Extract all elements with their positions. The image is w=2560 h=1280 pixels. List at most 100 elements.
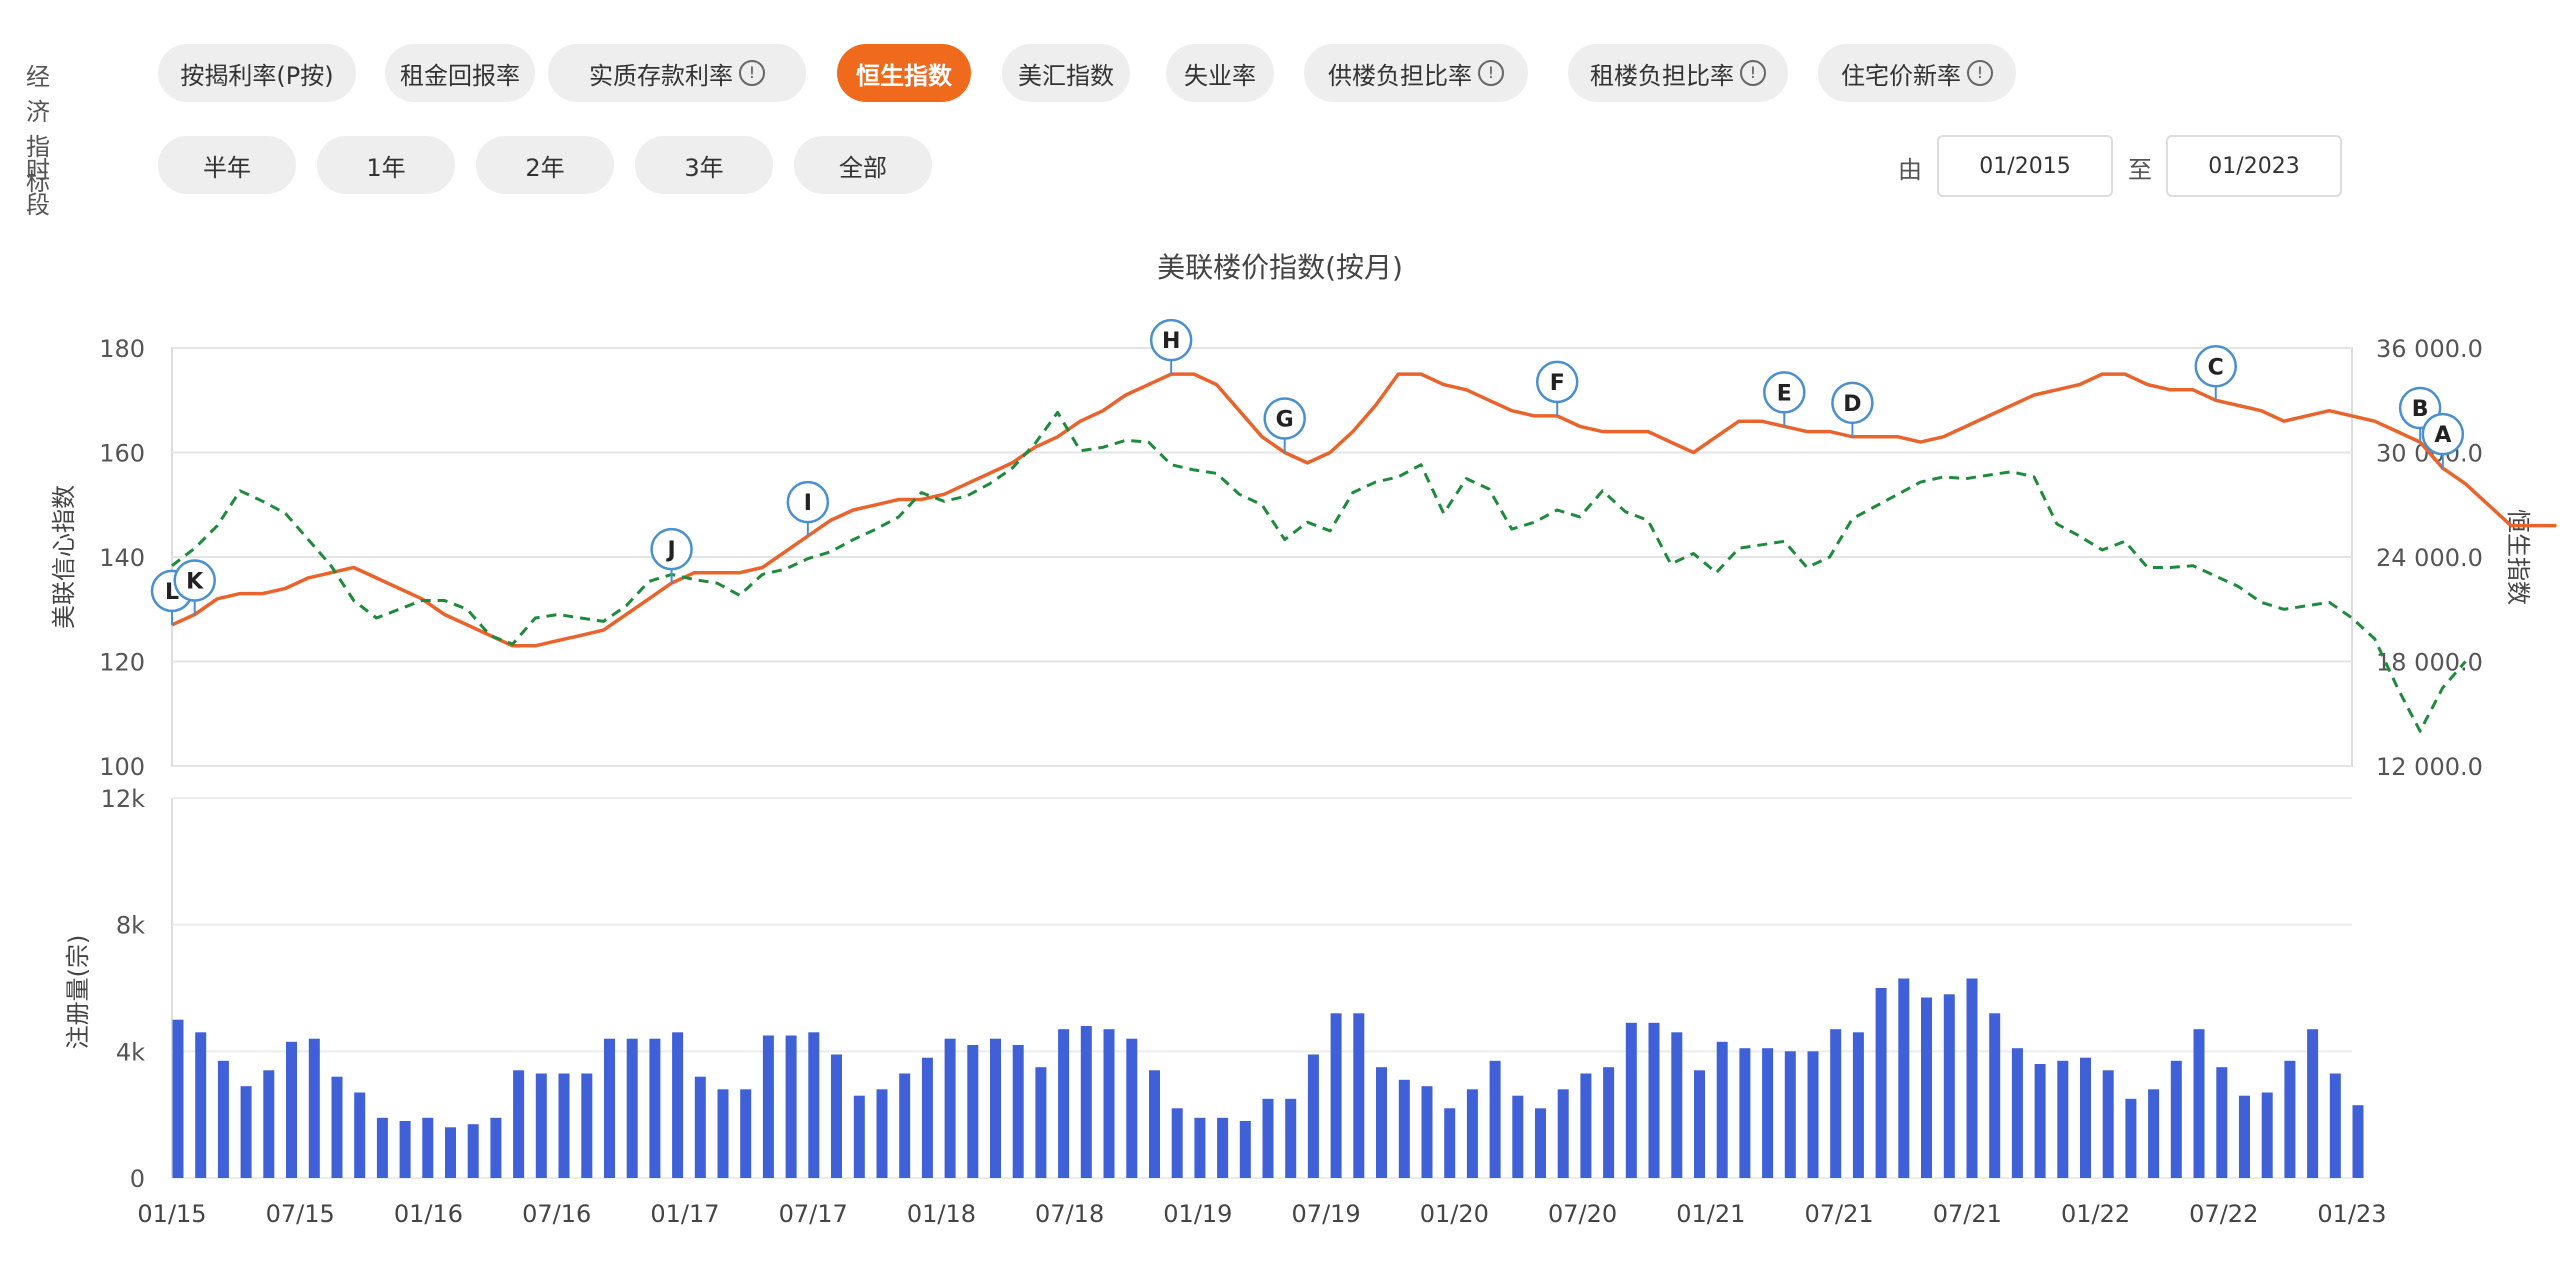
volume-bar [1103,1029,1115,1178]
price-index-line [171,372,2557,648]
period-pill-1[interactable]: 1年 [317,136,455,194]
hang-seng-line [171,410,2467,733]
indicator-pill-label: 租楼负担比率 [1590,61,1734,90]
volume-bar [2170,1060,2182,1178]
volume-bar [1080,1026,1092,1178]
x-tick-label: 07/20 [1548,1200,1617,1228]
volume-bar [217,1060,229,1178]
volume-bar [1012,1045,1024,1178]
volume-bar [717,1089,729,1178]
x-tick-label: 07/15 [266,1200,335,1228]
marker-label: H [1162,329,1180,354]
volume-bar [2034,1064,2046,1178]
volume-bar [2193,1029,2205,1178]
to-date-input[interactable]: 01/2023 [2166,135,2342,197]
volume-bar [1058,1029,1070,1178]
volume-bar [2239,1095,2250,1178]
period-pill-3[interactable]: 3年 [635,136,773,194]
left-tick-label: 180 [99,335,145,363]
left-tick-label: 120 [99,649,145,677]
x-tick-label: 07/17 [779,1200,848,1228]
volume-bar [626,1038,638,1178]
indicator-pill-3[interactable]: 恒生指数 [837,44,971,102]
period-pill-2[interactable]: 2年 [476,136,614,194]
volume-bar [1671,1032,1683,1178]
bottom-tick-label: 8k [116,912,145,940]
volume-bar [467,1124,479,1178]
info-icon[interactable]: ! [1478,60,1504,86]
volume-bar [1239,1121,1251,1178]
volume-bar [308,1038,320,1178]
volume-bar [1444,1108,1456,1178]
indicator-pill-1[interactable]: 租金回报率 [385,44,535,102]
indicator-pill-label: 恒生指数 [856,61,952,90]
volume-bar [1307,1054,1319,1178]
volume-bar [1466,1089,1478,1178]
volume-bar [1625,1022,1637,1178]
volume-bar [1557,1089,1569,1178]
volume-bar [762,1035,774,1178]
volume-bar [513,1070,525,1178]
volume-bar [1603,1067,1615,1178]
x-tick-label: 01/21 [1676,1200,1745,1228]
volume-bar [558,1073,570,1178]
volume-bar [240,1086,252,1178]
period-pill-4[interactable]: 全部 [794,136,932,194]
x-tick-label: 07/19 [1292,1200,1361,1228]
right-tick-label: 12 000.0 [2376,753,2483,781]
right-tick-label: 36 000.0 [2376,335,2483,363]
volume-bar [2307,1029,2319,1178]
indicator-pill-6[interactable]: 供楼负担比率! [1304,44,1528,102]
volume-bar [1739,1048,1751,1178]
volume-bar [376,1117,388,1178]
indicator-pill-0[interactable]: 按揭利率(P按) [158,44,356,102]
indicator-pill-8[interactable]: 住宅价新率! [1818,44,2016,102]
x-tick-label: 07/21 [1804,1200,1873,1228]
volume-bar [899,1073,911,1178]
volume-bar [195,1032,207,1178]
volume-bar [1580,1073,1592,1178]
volume-bar [2057,1060,2069,1178]
from-date-input[interactable]: 01/2015 [1937,135,2113,197]
volume-bar [1330,1013,1342,1178]
indicator-pill-label: 供楼负担比率 [1328,61,1472,90]
volume-bar [1807,1051,1819,1178]
volume-bar [1989,1013,2001,1178]
indicator-pill-5[interactable]: 失业率 [1166,44,1274,102]
period-pill-0[interactable]: 半年 [158,136,296,194]
indicator-pill-4[interactable]: 美汇指数 [1002,44,1130,102]
marker-label: I [804,491,812,516]
x-tick-label: 01/20 [1420,1200,1489,1228]
volume-bar [399,1121,411,1178]
x-tick-label: 07/18 [1035,1200,1104,1228]
info-icon[interactable]: ! [739,60,765,86]
volume-bar [1762,1048,1774,1178]
info-icon[interactable]: ! [1967,60,1993,86]
x-tick-label: 07/22 [2189,1200,2258,1228]
indicator-pill-7[interactable]: 租楼负担比率! [1568,44,1788,102]
indicator-pill-2[interactable]: 实质存款利率! [548,44,806,102]
x-tick-label: 01/22 [2061,1200,2130,1228]
volume-bar [1421,1086,1433,1178]
marker-J [650,527,693,571]
from-label: 由 [1898,156,1922,184]
indicator-pill-label: 住宅价新率 [1841,61,1961,90]
to-label: 至 [2128,156,2152,184]
volume-bar [535,1073,547,1178]
volume-bar [694,1076,706,1178]
volume-bar [445,1127,456,1178]
left-tick-label: 100 [99,753,145,781]
marker-E [1763,371,1806,414]
bottom-tick-label: 12k [101,785,146,813]
marker-label: K [186,569,204,594]
x-tick-label: 01/19 [1163,1200,1232,1228]
bottom-tick-label: 0 [130,1165,145,1193]
volume-bar [331,1076,343,1178]
volume-bar [1194,1117,1206,1178]
volume-bar [944,1038,956,1178]
volume-bar [1398,1079,1410,1178]
volume-bar [1512,1095,1524,1178]
left-axis-label: 美联信心指数 [50,485,78,629]
info-icon[interactable]: ! [1740,60,1766,86]
